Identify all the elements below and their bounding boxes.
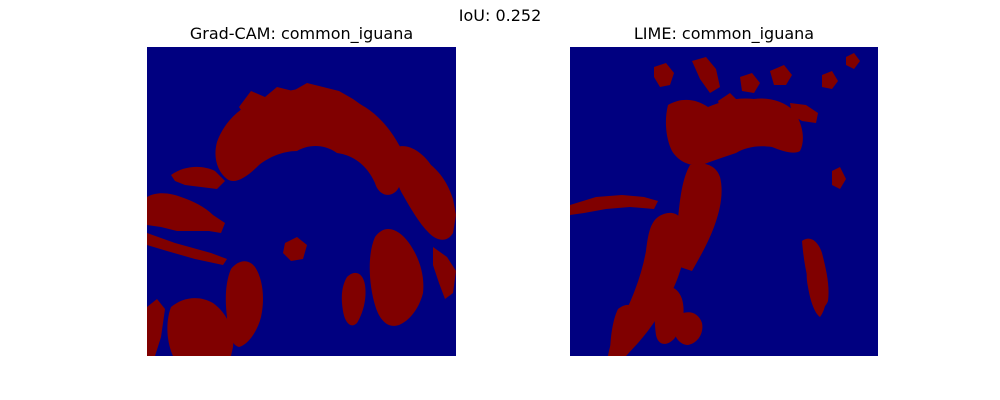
lime-region-drips-1 — [654, 63, 674, 87]
gradcam-region-crest-edge — [239, 83, 367, 119]
lime-region-drips-4 — [770, 65, 792, 85]
lime-region-body-left — [610, 304, 636, 356]
lime-region-drips-3 — [740, 73, 760, 93]
lime-region-drips-2 — [692, 57, 720, 93]
gradcam-title: Grad-CAM: common_iguana — [189, 24, 414, 43]
lime-region-drips-5 — [718, 93, 740, 113]
gradcam-region-bottom-mid — [225, 261, 263, 347]
gradcam-region-left-upper — [171, 166, 225, 189]
gradcam-mask-regions — [147, 83, 456, 356]
lime-region-topright-speck — [846, 53, 860, 69]
lime-mask-panel — [570, 47, 878, 356]
gradcam-region-left — [147, 193, 225, 233]
figure-suptitle: IoU: 0.252 — [458, 6, 542, 25]
lime-mask-regions — [570, 53, 860, 356]
gradcam-region-right-lower — [369, 229, 424, 326]
gradcam-mask-image — [147, 47, 456, 356]
lime-region-neck — [676, 163, 722, 271]
lime-mask-image — [570, 47, 878, 356]
lime-region-foot — [674, 312, 703, 345]
lime-region-snout — [790, 103, 818, 123]
gradcam-region-centre-speck — [283, 237, 307, 261]
lime-title: LIME: common_iguana — [633, 24, 815, 43]
lime-region-rightspeck — [832, 167, 846, 189]
lime-region-rightclaw — [806, 263, 827, 317]
lime-region-drips-6 — [822, 71, 838, 89]
lime-region-head — [665, 98, 803, 166]
gradcam-region-right — [394, 146, 456, 240]
gradcam-region-bottom-edge — [147, 299, 165, 356]
gradcam-region-left-streak — [147, 233, 227, 265]
gradcam-mask-panel — [147, 47, 456, 356]
gradcam-region-right-edge — [433, 247, 456, 299]
gradcam-region-bottom-left — [167, 298, 234, 356]
lime-region-leftstreak — [570, 195, 658, 215]
gradcam-region-bottom-right-small — [341, 272, 366, 326]
